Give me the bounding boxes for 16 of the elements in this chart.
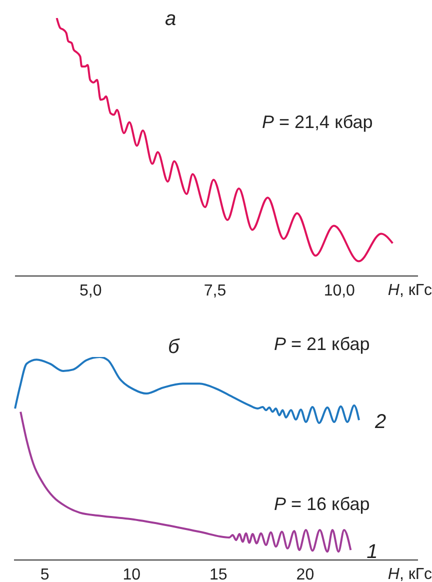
series-label: 1	[366, 541, 378, 564]
text: P = 21 кбар	[274, 334, 370, 355]
x-tick-label: 10	[122, 566, 141, 582]
x-tick-label: 5	[40, 566, 50, 582]
x-axis-title: H, кГс	[388, 282, 432, 299]
annotation: P = 16 кбар	[274, 494, 370, 515]
x-tick-label: 5,0	[80, 282, 102, 300]
annotation: P = 21,4 кбар	[262, 112, 373, 133]
chart-title: б	[168, 336, 180, 359]
x-tick-label: 10,0	[324, 282, 356, 300]
x-tick-label: 15	[210, 566, 228, 582]
chart-title: а	[165, 8, 176, 31]
x-tick-label: 7,5	[204, 282, 226, 300]
x-axis-title: H, кГс	[388, 566, 432, 582]
series-label: 2	[374, 411, 386, 434]
x-tick-label: 20	[296, 566, 314, 582]
